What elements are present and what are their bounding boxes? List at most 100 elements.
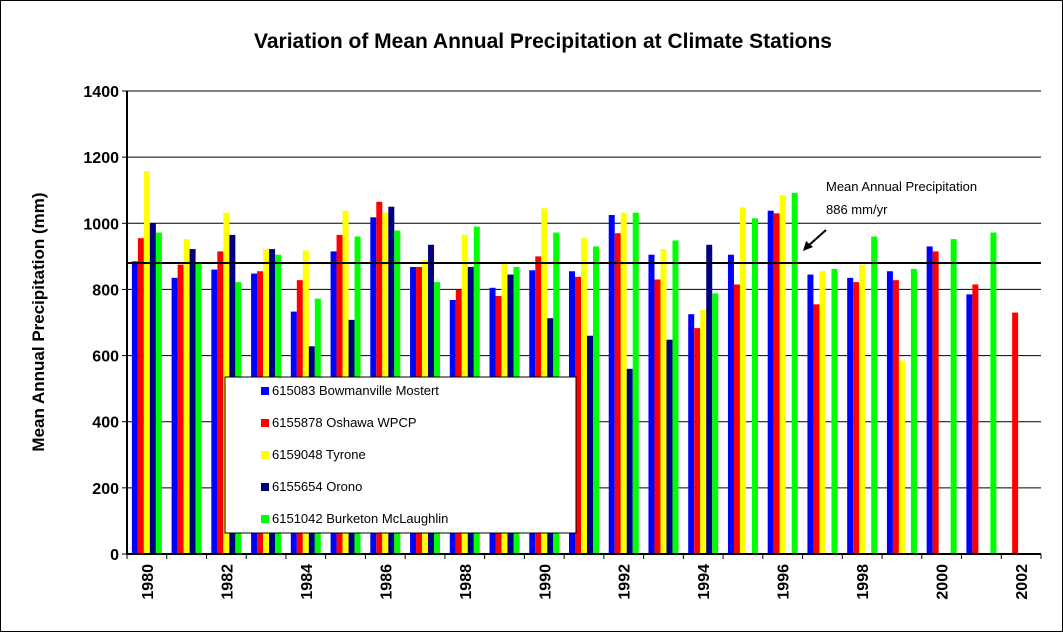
y-tick-label: 1400 [83,84,119,101]
x-tick-label: 1984 [299,564,316,600]
legend-label: 6155878 Oshawa WPCP [272,415,417,430]
bar [767,210,774,554]
bar [886,271,893,554]
x-tick-label: 1986 [378,564,395,600]
y-axis-label: Mean Annual Precipitation (mm) [29,192,48,451]
y-tick-label: 200 [92,481,119,498]
bar [727,254,734,555]
bar [1012,312,1019,554]
bar [932,251,939,554]
bar [853,282,860,554]
bar [807,274,814,554]
legend-label: 615083 Bowmanville Mostert [272,383,439,398]
bar [608,215,615,554]
bar [632,212,639,554]
bar [654,279,661,554]
bar [739,207,746,554]
bar [694,328,701,554]
bar [626,368,633,554]
bar [581,238,587,555]
x-tick-label: 1992 [617,564,634,600]
bar [620,212,627,554]
x-tick-label: 1988 [458,564,475,600]
legend-swatch [261,387,269,395]
bar [171,277,178,554]
bar [614,233,621,554]
bar [648,254,655,555]
bar [950,239,957,554]
bar [779,195,786,555]
bar [926,246,933,554]
mean-annotation: Mean Annual Precipitation 886 mm/yr [803,179,977,251]
bar [972,284,979,554]
x-tick-label: 1990 [537,564,554,600]
x-tick-labels: 1980 1982 1984 1986 1988 1990 1992 1994 1996 1998… [126,554,1042,600]
axes [126,91,1041,555]
legend-swatch [261,483,269,491]
bar [813,304,820,554]
annotation-line1: Mean Annual Precipitation [826,179,977,194]
x-tick-label: 2002 [1014,564,1031,600]
bar [847,277,854,554]
bar [177,264,184,554]
legend-swatch [261,451,269,459]
legend-label: 6151042 Burketon McLaughlin [272,511,448,526]
bar [189,249,196,554]
bar [666,339,673,554]
bar [131,261,138,554]
bar [137,238,144,555]
bar [773,213,780,554]
bar [871,236,878,554]
bar [966,294,973,554]
legend-swatch [261,419,269,427]
legend-label: 6155654 Orono [272,479,362,494]
legend-box [224,376,577,534]
arrow-head-icon [803,241,813,251]
bar [217,251,224,554]
legend: 615083 Bowmanville Mostert 6155878 Oshawa… [224,376,577,534]
bar [183,239,190,554]
bar [819,271,826,554]
bar [898,360,905,554]
bar [733,284,740,554]
bar [575,276,581,554]
bar [143,171,150,555]
x-tick-label: 1982 [219,564,236,600]
legend-swatch [261,515,269,523]
y-tick-label: 1000 [83,216,119,233]
legend-label: 6159048 Tyrone [272,447,366,462]
x-tick-label: 2000 [935,564,952,600]
bar [700,309,707,554]
bar [593,246,599,554]
x-tick-label: 1980 [140,564,157,600]
y-tick-label: 600 [92,349,119,366]
bar [688,314,695,554]
bar [149,223,156,555]
y-tick-labels: 0 200 400 600 800 1000 1200 1400 [83,84,127,564]
annotation-line2: 886 mm/yr [826,202,888,217]
bar [751,218,758,554]
chart-title: Variation of Mean Annual Precipitation a… [254,30,832,53]
bar [990,232,997,554]
bar [155,232,162,554]
bar [211,269,218,554]
x-tick-label: 1994 [696,564,713,600]
bar [195,263,202,554]
bar [712,293,719,554]
y-tick-label: 400 [92,415,119,432]
bar [859,264,866,554]
bar [706,244,713,554]
bar [892,280,899,554]
y-tick-label: 800 [92,282,119,299]
bar [831,268,838,554]
bar [672,240,679,555]
bar [910,268,917,554]
bar [791,192,798,555]
x-tick-label: 1998 [855,564,872,600]
y-tick-label: 1200 [83,150,119,167]
x-tick-label: 1996 [776,564,793,600]
annotation-arrow [807,229,827,247]
y-tick-label: 0 [110,547,119,564]
bar [587,335,593,554]
